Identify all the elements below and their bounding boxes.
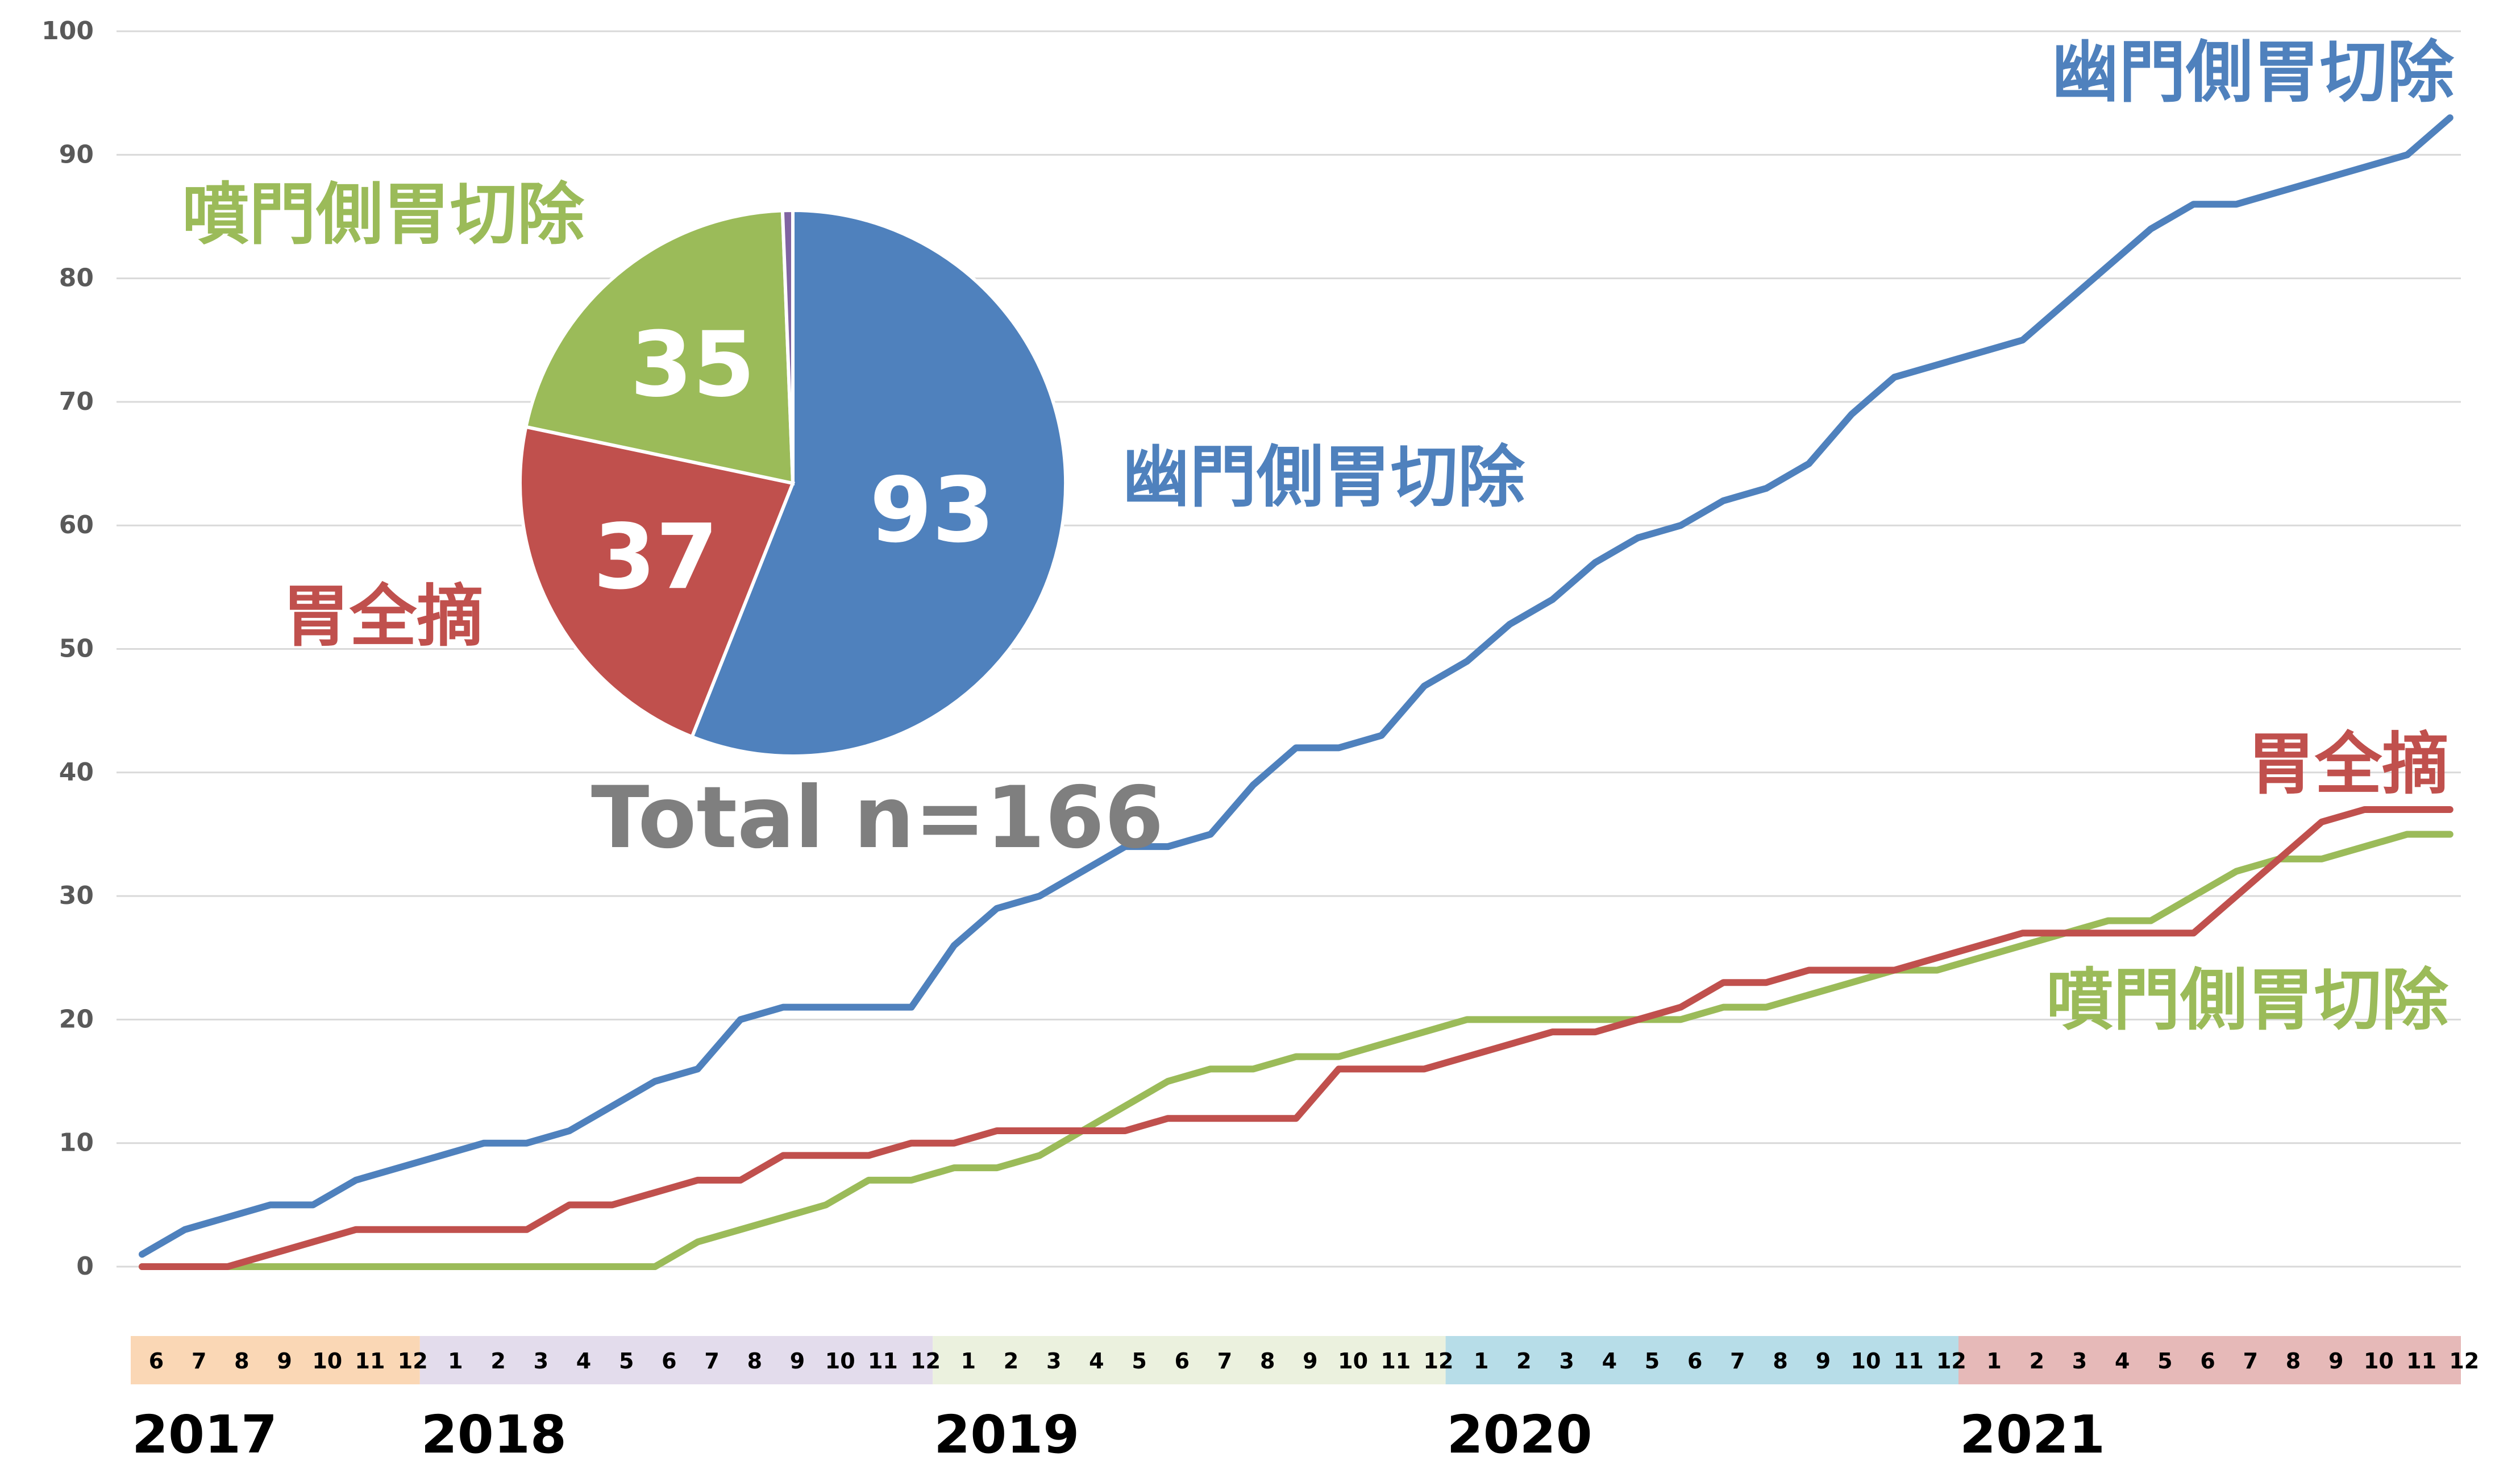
pie-slice-3	[780, 208, 795, 484]
month-tick-label: 10	[1851, 1349, 1881, 1374]
month-tick-label: 6	[149, 1349, 164, 1374]
month-tick-label: 12	[398, 1349, 428, 1374]
pie-slice-1	[518, 425, 796, 739]
month-tick-label: 7	[2243, 1349, 2258, 1374]
line-series	[139, 114, 2454, 1270]
y-tick-label: 20	[59, 1005, 94, 1034]
month-tick-label: 11	[868, 1349, 898, 1374]
gridlines	[117, 30, 2461, 1268]
month-tick-label: 8	[747, 1349, 762, 1374]
month-tick-label: 3	[1046, 1349, 1061, 1374]
month-tick-label: 1	[961, 1349, 976, 1374]
month-tick-label: 7	[1730, 1349, 1745, 1374]
year-label-2019: 2019	[934, 1404, 1079, 1465]
month-tick-label: 11	[1894, 1349, 1924, 1374]
month-tick-label: 6	[1175, 1349, 1190, 1374]
month-tick-label: 3	[534, 1349, 548, 1374]
year-label-2018: 2018	[421, 1404, 567, 1465]
month-tick-label: 4	[1089, 1349, 1104, 1374]
series-line-0	[139, 114, 2454, 1258]
month-tick-label: 4	[1602, 1349, 1617, 1374]
month-tick-label: 2	[1004, 1349, 1018, 1374]
month-tick-label: 4	[576, 1349, 591, 1374]
y-tick-label: 70	[59, 387, 94, 416]
year-band-2021	[1958, 1336, 2461, 1384]
month-tick-label: 1	[1474, 1349, 1488, 1374]
month-tick-label: 7	[1217, 1349, 1232, 1374]
month-tick-label: 7	[704, 1349, 719, 1374]
month-tick-label: 11	[2406, 1349, 2436, 1374]
year-label-2021: 2021	[1960, 1404, 2105, 1465]
year-band-2018	[419, 1336, 933, 1384]
month-tick-label: 3	[2072, 1349, 2087, 1374]
month-tick-label: 2	[2030, 1349, 2044, 1374]
y-tick-label: 60	[59, 511, 94, 540]
pie-label-pylorus: 幽門側胃切除	[1122, 438, 1525, 516]
pie-total-title: Total n=166	[591, 769, 1164, 868]
month-tick-label: 9	[790, 1349, 805, 1374]
month-tick-label: 3	[1559, 1349, 1574, 1374]
month-tick-label: 6	[1687, 1349, 1702, 1374]
pie-label-proximal: 噴門側胃切除	[182, 175, 585, 254]
month-tick-label: 9	[2328, 1349, 2343, 1374]
month-tick-label: 12	[2449, 1349, 2479, 1374]
y-tick-label: 0	[76, 1252, 94, 1281]
month-tick-label: 10	[825, 1349, 855, 1374]
month-tick-label: 4	[2115, 1349, 2130, 1374]
month-tick-label: 1	[1986, 1349, 2001, 1374]
y-axis: 0 10 20 30 40 50 60 70 80 90 100	[41, 16, 94, 1281]
month-tick-label: 9	[1303, 1349, 1317, 1374]
year-label-2017: 2017	[132, 1404, 277, 1465]
month-tick-label: 2	[1516, 1349, 1531, 1374]
y-tick-label: 30	[59, 881, 94, 910]
y-tick-label: 50	[59, 634, 94, 663]
pie-value-label-0: 93	[870, 458, 995, 563]
month-tick-label: 5	[1645, 1349, 1660, 1374]
month-tick-label: 6	[2200, 1349, 2215, 1374]
month-tick-label: 12	[910, 1349, 941, 1374]
line-label-total: 胃全摘	[2248, 725, 2449, 803]
month-tick-label: 9	[277, 1349, 292, 1374]
year-band-2017	[131, 1336, 420, 1384]
year-band-2020	[1445, 1336, 1958, 1384]
month-tick-label: 9	[1816, 1349, 1831, 1374]
pie-value-label-2: 35	[630, 313, 755, 417]
month-tick-label: 2	[490, 1349, 505, 1374]
month-tick-label: 10	[2364, 1349, 2394, 1374]
month-tick-label: 1	[448, 1349, 463, 1374]
pie-label-total: 胃全摘	[282, 577, 484, 655]
pie-slice-0	[689, 208, 1067, 758]
y-tick-label: 90	[59, 140, 94, 169]
y-tick-label: 40	[59, 758, 94, 787]
month-tick-label: 8	[2286, 1349, 2301, 1374]
pie-chart: 93 37 35	[518, 208, 1067, 758]
month-tick-label: 10	[312, 1349, 342, 1374]
pie-slice-2	[523, 209, 795, 486]
line-label-pylorus: 幽門側胃切除	[2052, 33, 2455, 111]
month-tick-label: 8	[1773, 1349, 1787, 1374]
month-tick-label: 7	[192, 1349, 206, 1374]
y-tick-label: 10	[59, 1129, 94, 1157]
month-tick-label: 8	[1260, 1349, 1275, 1374]
y-tick-label: 80	[59, 264, 94, 293]
pie-value-label-1: 37	[593, 505, 718, 609]
series-line-1	[139, 806, 2454, 1270]
year-label-2020: 2020	[1447, 1404, 1592, 1465]
month-tick-label: 11	[355, 1349, 385, 1374]
month-tick-label: 5	[1132, 1349, 1146, 1374]
month-tick-label: 6	[662, 1349, 676, 1374]
month-tick-label: 5	[2157, 1349, 2172, 1374]
month-tick-label: 11	[1380, 1349, 1411, 1374]
month-tick-label: 12	[1936, 1349, 1966, 1374]
month-tick-label: 5	[619, 1349, 634, 1374]
month-tick-label: 12	[1424, 1349, 1454, 1374]
month-tick-label: 10	[1338, 1349, 1368, 1374]
month-tick-label: 8	[234, 1349, 249, 1374]
year-band-2019	[933, 1336, 1446, 1384]
line-label-proximal: 噴門側胃切除	[2046, 961, 2449, 1039]
y-tick-label: 100	[41, 16, 94, 45]
